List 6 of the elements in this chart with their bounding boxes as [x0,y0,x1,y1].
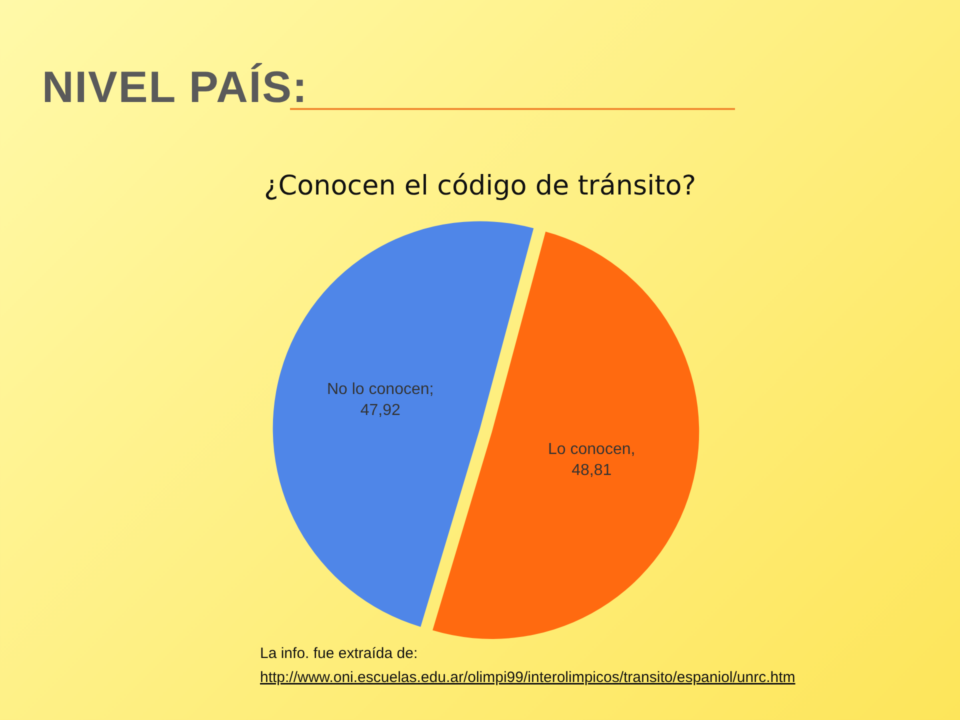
slice-label: Lo conocen, 48,81 [548,441,636,479]
text: La info. fue extraída de: [260,645,418,662]
slice-label: No lo conocen; 47,92 [326,381,434,420]
chart-subtitle: ¿Conocen el código de tránsito? [264,170,696,202]
text: http://www.oni.escuelas.edu.ar/olimpi99/interolimpicos/transito/espaniol/unrc.htm [260,669,796,686]
chart-title: NIVEL PAÍS: [42,63,308,112]
